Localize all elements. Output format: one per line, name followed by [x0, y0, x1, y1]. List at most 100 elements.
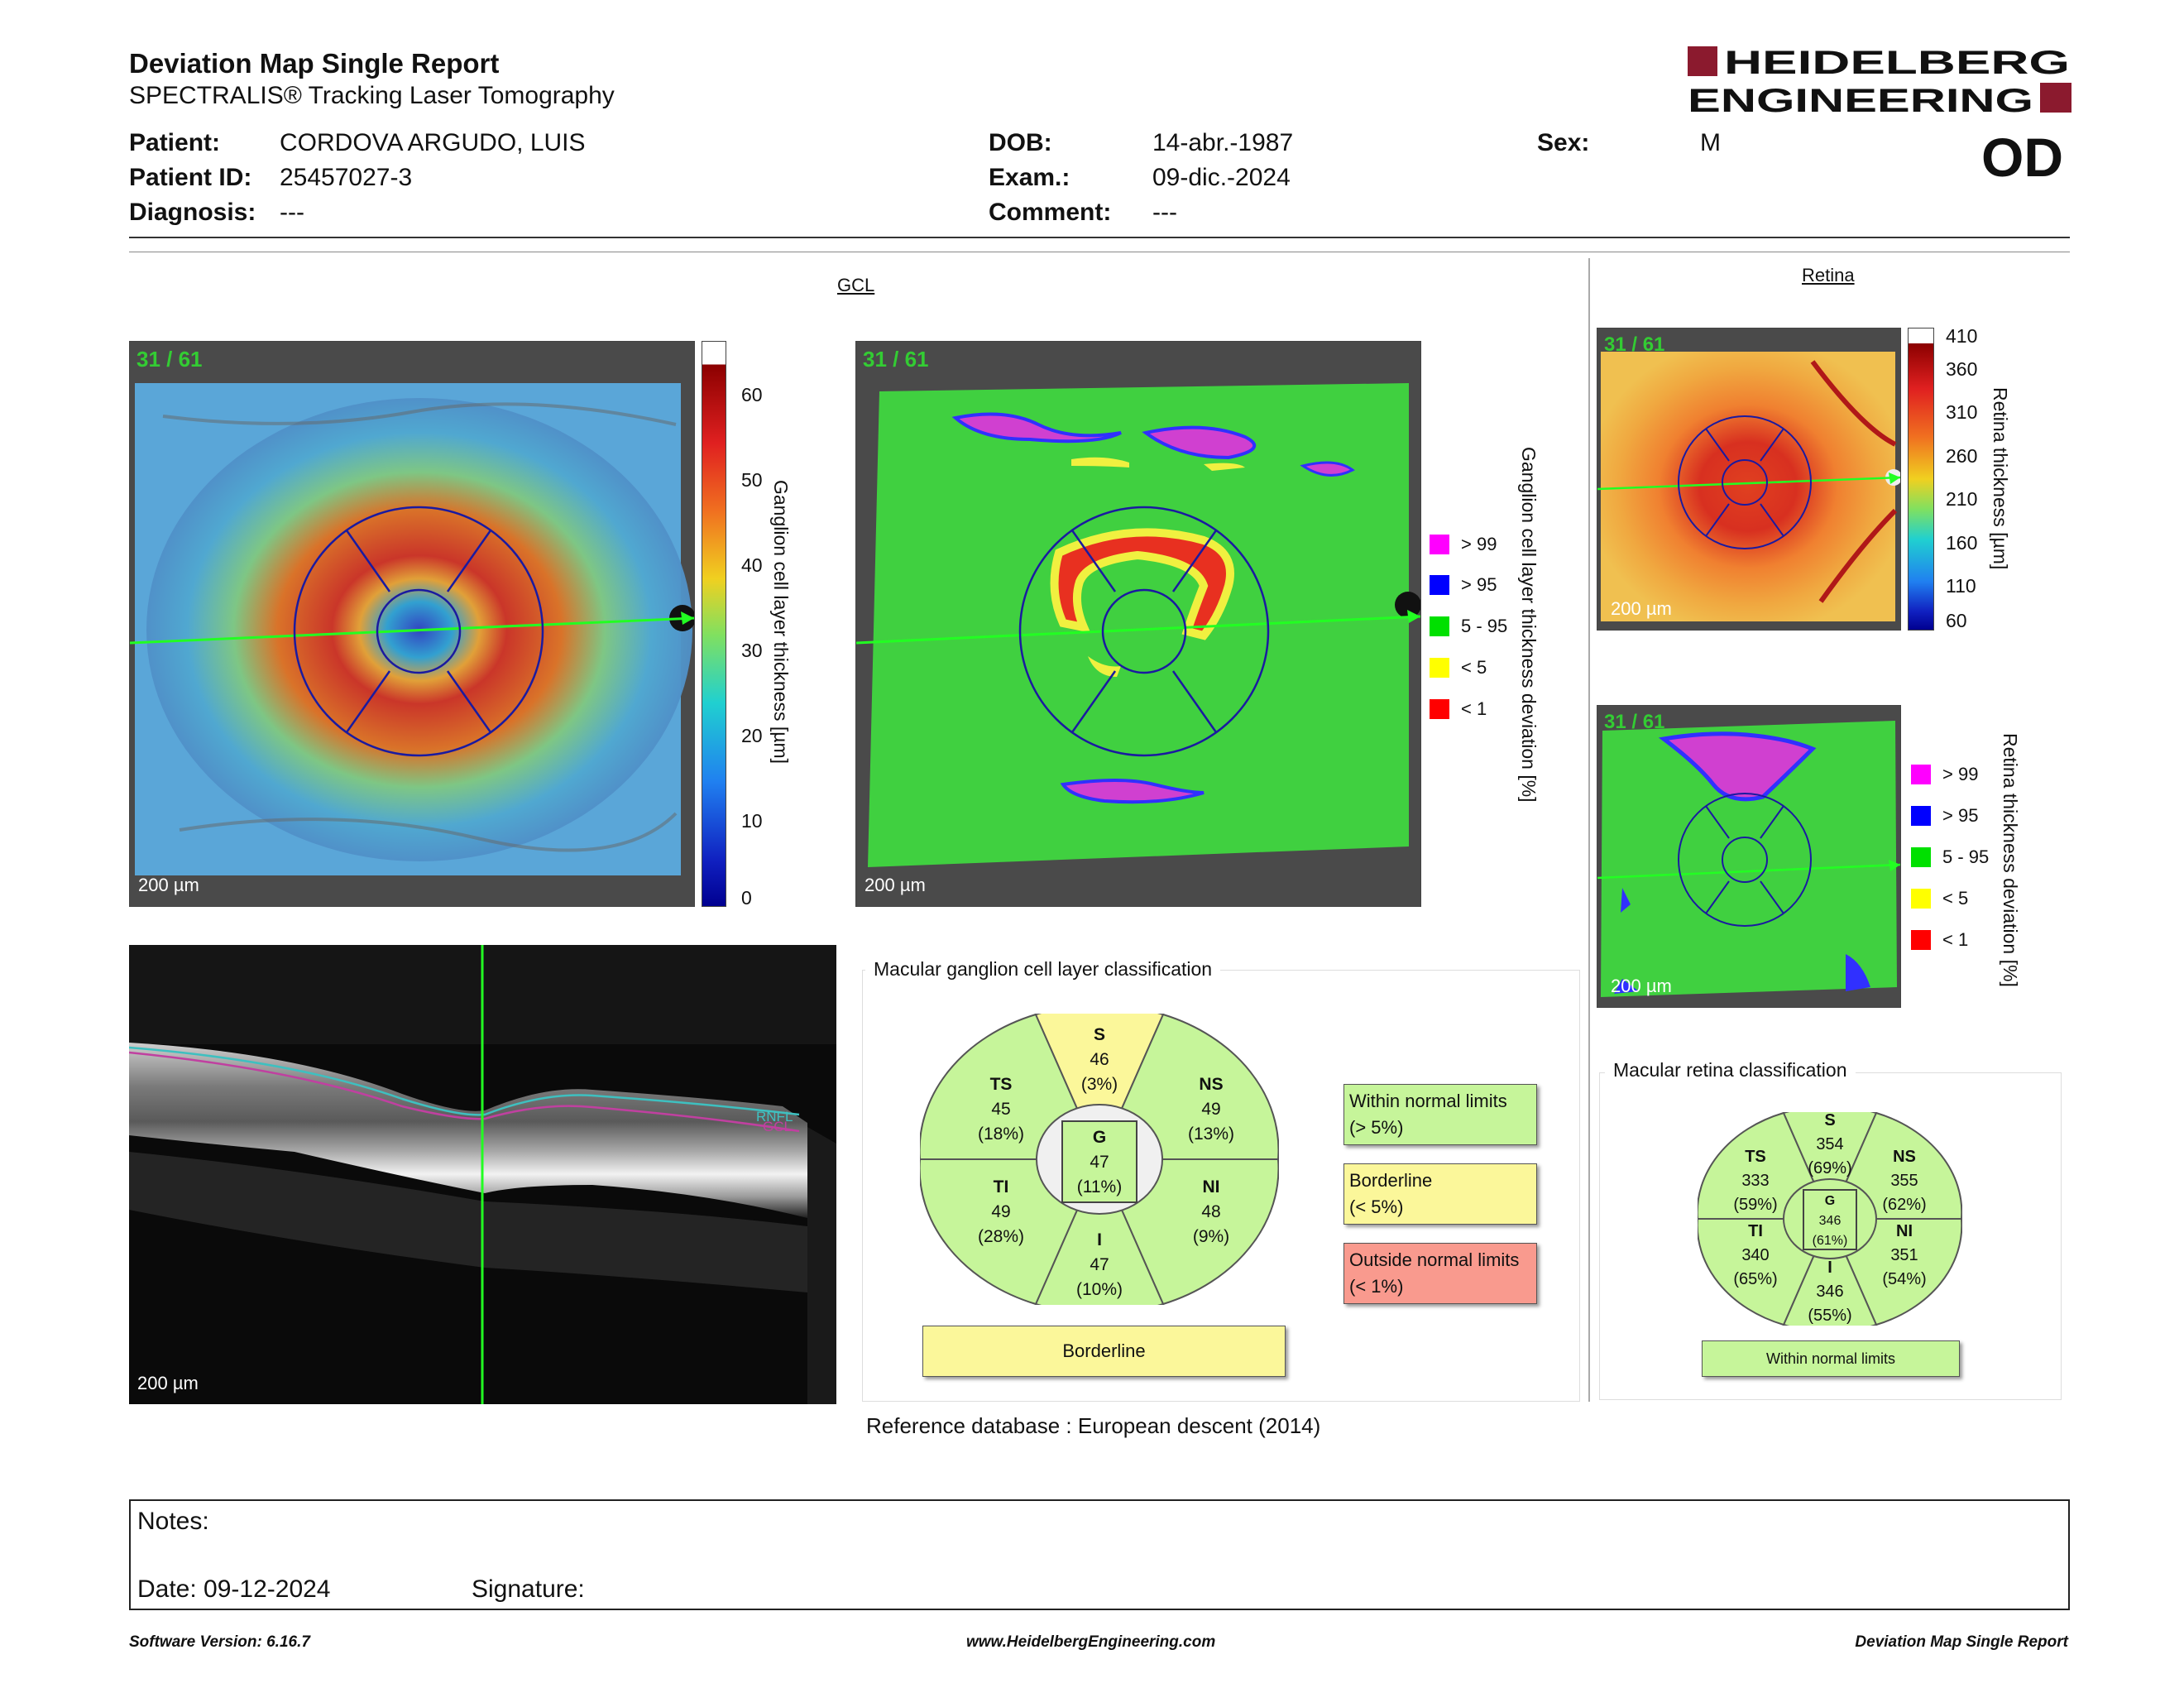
retina-sector-s — [1782, 1112, 1878, 1221]
gcl-legend-lt1: < 1 — [1430, 698, 1487, 720]
gcl-scale-bar: 200 µm — [138, 875, 199, 895]
gcl-s-label: S 46 (3%) — [1080, 1025, 1118, 1094]
retina-sector-i — [1782, 1216, 1878, 1326]
diagnosis-label: Diagnosis: — [129, 199, 256, 226]
gcl-frame-counter: 31 / 61 — [136, 347, 203, 372]
retina-ns-label: NS 355 (62%) — [1882, 1148, 1927, 1214]
patient-id-value: 25457027-3 — [280, 164, 413, 191]
retina-deviation-scale-bar: 200 µm — [1611, 976, 1672, 996]
retina-classification-result: Within normal limits — [1702, 1340, 1960, 1377]
retina-classification-title: Macular retina classification — [1605, 1059, 1856, 1081]
gcl-classification-title: Macular ganglion cell layer classificati… — [865, 958, 1221, 981]
retina-tick-210: 210 — [1946, 488, 1978, 510]
logo-line1: HEIDELBERG — [1724, 46, 2070, 81]
gcl-deviation-frame-counter: 31 / 61 — [863, 347, 929, 372]
gcl-ts-label: TS 45 (18%) — [977, 1075, 1025, 1144]
retina-i-label: I 346 (55%) — [1808, 1259, 1852, 1325]
sex-label: Sex: — [1537, 129, 1590, 156]
retina-tick-260: 260 — [1946, 445, 1978, 467]
legend-outside-normal: Outside normal limits (< 1%) — [1343, 1243, 1537, 1304]
retina-legend-gt99: > 99 — [1911, 764, 1978, 785]
gcl-i-label: I 47 (10%) — [1075, 1230, 1123, 1299]
footer-report-name: Deviation Map Single Report — [1855, 1633, 2068, 1651]
gcl-deviation-axis-label: Ganglion cell layer thickness deviation … — [1518, 447, 1540, 803]
gcl-tick-60: 60 — [741, 384, 763, 405]
retina-thickness-colorbar — [1908, 328, 1934, 631]
retina-thickness-map[interactable]: 31 / 61 200 µm — [1597, 328, 1901, 631]
report-subtitle: SPECTRALIS® Tracking Laser Tomography — [129, 82, 615, 109]
report-title: Deviation Map Single Report — [129, 48, 500, 79]
gcl-ns-label: NS 49 (13%) — [1187, 1075, 1235, 1144]
reference-database: Reference database : European descent (2… — [866, 1413, 1321, 1438]
retina-ts-label: TS 333 (59%) — [1733, 1148, 1778, 1214]
gcl-tick-40: 40 — [741, 554, 763, 576]
oct-bscan[interactable]: RNFL GCL 200 µm — [129, 945, 836, 1404]
diagnosis-value: --- — [280, 199, 304, 226]
notes-date: Date: 09-12-2024 — [137, 1575, 331, 1603]
gcl-deviation-map[interactable]: 31 / 61 200 µm — [855, 341, 1421, 907]
gcl-sector-grid — [920, 1014, 1279, 1305]
retina-legend-gt95: > 95 — [1911, 805, 1978, 827]
dob-value: 14-abr.-1987 — [1152, 129, 1294, 156]
retina-tick-110: 110 — [1946, 575, 1976, 597]
gcl-thickness-axis-label: Ganglion cell layer thickness [µm] — [770, 480, 792, 765]
gcl-legend-lt5: < 5 — [1430, 657, 1487, 679]
retina-ti-label: TI 340 (65%) — [1733, 1222, 1778, 1288]
gcl-g-label: G 47 (11%) — [1076, 1128, 1123, 1196]
patient-name: CORDOVA ARGUDO, LUIS — [280, 129, 586, 156]
gcl-legend-gt99: > 99 — [1430, 534, 1497, 555]
gcl-tick-0: 0 — [741, 887, 752, 909]
exam-label: Exam.: — [989, 164, 1070, 191]
heidelberg-logo: HEIDELBERG ENGINEERING — [1688, 46, 2071, 114]
gcl-tick-10: 10 — [741, 810, 763, 832]
retina-tick-160: 160 — [1946, 532, 1978, 554]
gcl-thickness-map[interactable]: 31 / 61 200 µm — [129, 341, 695, 907]
retina-tick-310: 310 — [1946, 401, 1978, 423]
gcl-ni-label: NI 48 (9%) — [1192, 1177, 1230, 1246]
oct-scale-bar: 200 µm — [137, 1373, 199, 1393]
patient-id-label: Patient ID: — [129, 164, 252, 191]
oct-rnfl-label: RNFL — [756, 1109, 793, 1125]
retina-legend-5-95: 5 - 95 — [1911, 846, 1989, 868]
retina-thickness-axis-label: Retina thickness [µm] — [1990, 387, 2011, 570]
retina-deviation-frame-counter: 31 / 61 — [1604, 711, 1665, 733]
retina-frame-counter: 31 / 61 — [1604, 333, 1665, 356]
retina-scale-bar: 200 µm — [1611, 598, 1672, 619]
eye-indicator: OD — [1981, 127, 2063, 188]
dob-label: DOB: — [989, 129, 1052, 156]
legend-borderline: Borderline (< 5%) — [1343, 1163, 1537, 1225]
retina-tick-410: 410 — [1946, 325, 1978, 347]
gcl-deviation-scale-bar: 200 µm — [864, 875, 926, 895]
notes-box[interactable]: Notes: Date: 09-12-2024 Signature: — [129, 1499, 2070, 1610]
retina-sector-g — [1803, 1189, 1857, 1250]
retina-deviation-map[interactable]: 31 / 61 200 µm — [1597, 705, 1901, 1008]
retina-sector-grid — [1698, 1112, 1962, 1326]
gcl-tick-50: 50 — [741, 469, 763, 491]
retina-ni-label: NI 351 (54%) — [1882, 1222, 1927, 1288]
gcl-legend-gt95: > 95 — [1430, 574, 1497, 596]
logo-line2: ENGINEERING — [1688, 83, 2033, 114]
oct-gcl-label: GCL — [763, 1119, 792, 1134]
retina-tick-60: 60 — [1946, 610, 1967, 631]
retina-s-label: S 354 (69%) — [1808, 1111, 1852, 1177]
gcl-sector-g — [1061, 1120, 1138, 1203]
gcl-section-label: GCL — [837, 275, 875, 295]
comment-value: --- — [1152, 199, 1177, 226]
gcl-tick-30: 30 — [741, 640, 763, 661]
retina-legend-lt5: < 5 — [1911, 888, 1968, 909]
legend-within-normal: Within normal limits (> 5%) — [1343, 1084, 1537, 1145]
footer-software-version: Software Version: 6.16.7 — [129, 1633, 310, 1651]
section-divider — [1588, 258, 1590, 1402]
gcl-thickness-colorbar — [702, 341, 726, 907]
gcl-ti-label: TI 49 (28%) — [977, 1177, 1025, 1246]
footer-website[interactable]: www.HeidelbergEngineering.com — [966, 1633, 1216, 1651]
notes-signature: Signature: — [472, 1575, 585, 1603]
exam-value: 09-dic.-2024 — [1152, 164, 1291, 191]
comment-label: Comment: — [989, 199, 1112, 226]
notes-label: Notes: — [137, 1508, 209, 1535]
gcl-sector-s — [1034, 1014, 1165, 1162]
retina-g-label: G 346 (61%) — [1812, 1194, 1848, 1248]
gcl-classification-panel — [862, 970, 1580, 1402]
sex-value: M — [1700, 129, 1721, 156]
gcl-tick-20: 20 — [741, 725, 763, 746]
